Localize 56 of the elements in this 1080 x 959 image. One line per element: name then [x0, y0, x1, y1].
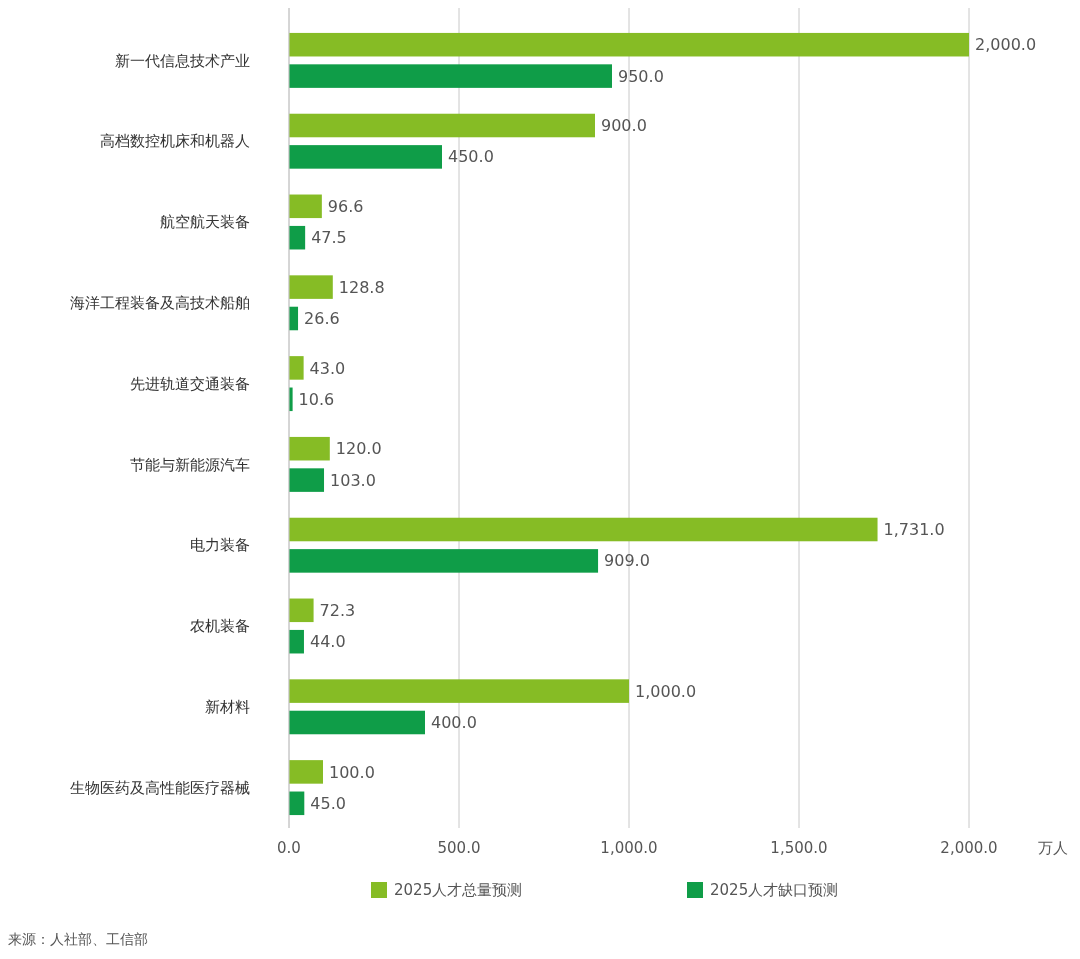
y-tick-label: 高档数控机床和机器人: [100, 132, 250, 151]
source-note: 来源：人社部、工信部: [8, 931, 148, 947]
data-label: 96.6: [327, 196, 364, 216]
legend-label: 2025人才总量预测: [394, 881, 523, 900]
x-tick-label: 0.0: [277, 839, 301, 857]
bar: [289, 598, 314, 623]
data-label: 2,000.0: [975, 35, 1037, 55]
data-label: 10.6: [298, 389, 335, 409]
bar: [289, 64, 612, 88]
bar: [289, 275, 333, 299]
bar: [289, 225, 306, 250]
bar: [289, 356, 304, 380]
y-tick-label: 新材料: [205, 698, 250, 717]
y-tick-label: 电力装备: [190, 536, 250, 555]
data-label: 128.8: [338, 277, 385, 297]
data-label: 900.0: [601, 116, 647, 136]
data-label: 72.3: [319, 600, 356, 620]
bar: [289, 145, 442, 169]
data-label: 26.6: [304, 309, 340, 329]
data-label: 909.0: [604, 551, 650, 571]
y-tick-label: 生物医药及高性能医疗器械: [70, 778, 250, 797]
y-tick-label: 先进轨道交通装备: [130, 374, 250, 393]
bar: [289, 549, 599, 573]
bar: [289, 113, 595, 138]
x-tick-label: 1,000.0: [600, 839, 658, 857]
x-tick-label: 500.0: [437, 839, 481, 857]
bar: [289, 436, 330, 461]
data-label: 1,731.0: [883, 520, 945, 540]
bar: [289, 760, 323, 784]
bar: [289, 517, 878, 542]
x-tick-label: 2,000.0: [940, 839, 998, 857]
data-label: 120.0: [335, 439, 382, 459]
data-label: 100.0: [329, 762, 375, 782]
data-label: 44.0: [309, 632, 346, 652]
data-label: 450.0: [448, 147, 494, 167]
x-tick-label: 1,500.0: [770, 839, 828, 857]
data-label: 400.0: [431, 713, 477, 733]
bar: [289, 710, 425, 735]
y-tick-label: 节能与新能源汽车: [130, 455, 250, 474]
y-tick-label: 新一代信息技术产业: [115, 51, 250, 70]
x-axis-title: 万人: [1038, 839, 1068, 857]
bar: [289, 32, 969, 57]
data-label: 45.0: [310, 793, 346, 813]
y-tick-label: 农机装备: [190, 617, 250, 636]
data-label: 43.0: [309, 358, 346, 378]
data-label: 103.0: [330, 470, 376, 490]
bar: [289, 468, 325, 492]
bar: [289, 629, 304, 654]
data-label: 1,000.0: [635, 681, 697, 701]
bar: [289, 679, 629, 703]
data-label: 47.5: [311, 228, 347, 248]
y-tick-label: 航空航天装备: [160, 213, 250, 232]
bar: [289, 194, 322, 219]
data-label: 950.0: [618, 66, 664, 86]
legend-label: 2025人才缺口预测: [710, 881, 839, 900]
y-tick-label: 海洋工程装备及高技术船舶: [70, 294, 250, 313]
